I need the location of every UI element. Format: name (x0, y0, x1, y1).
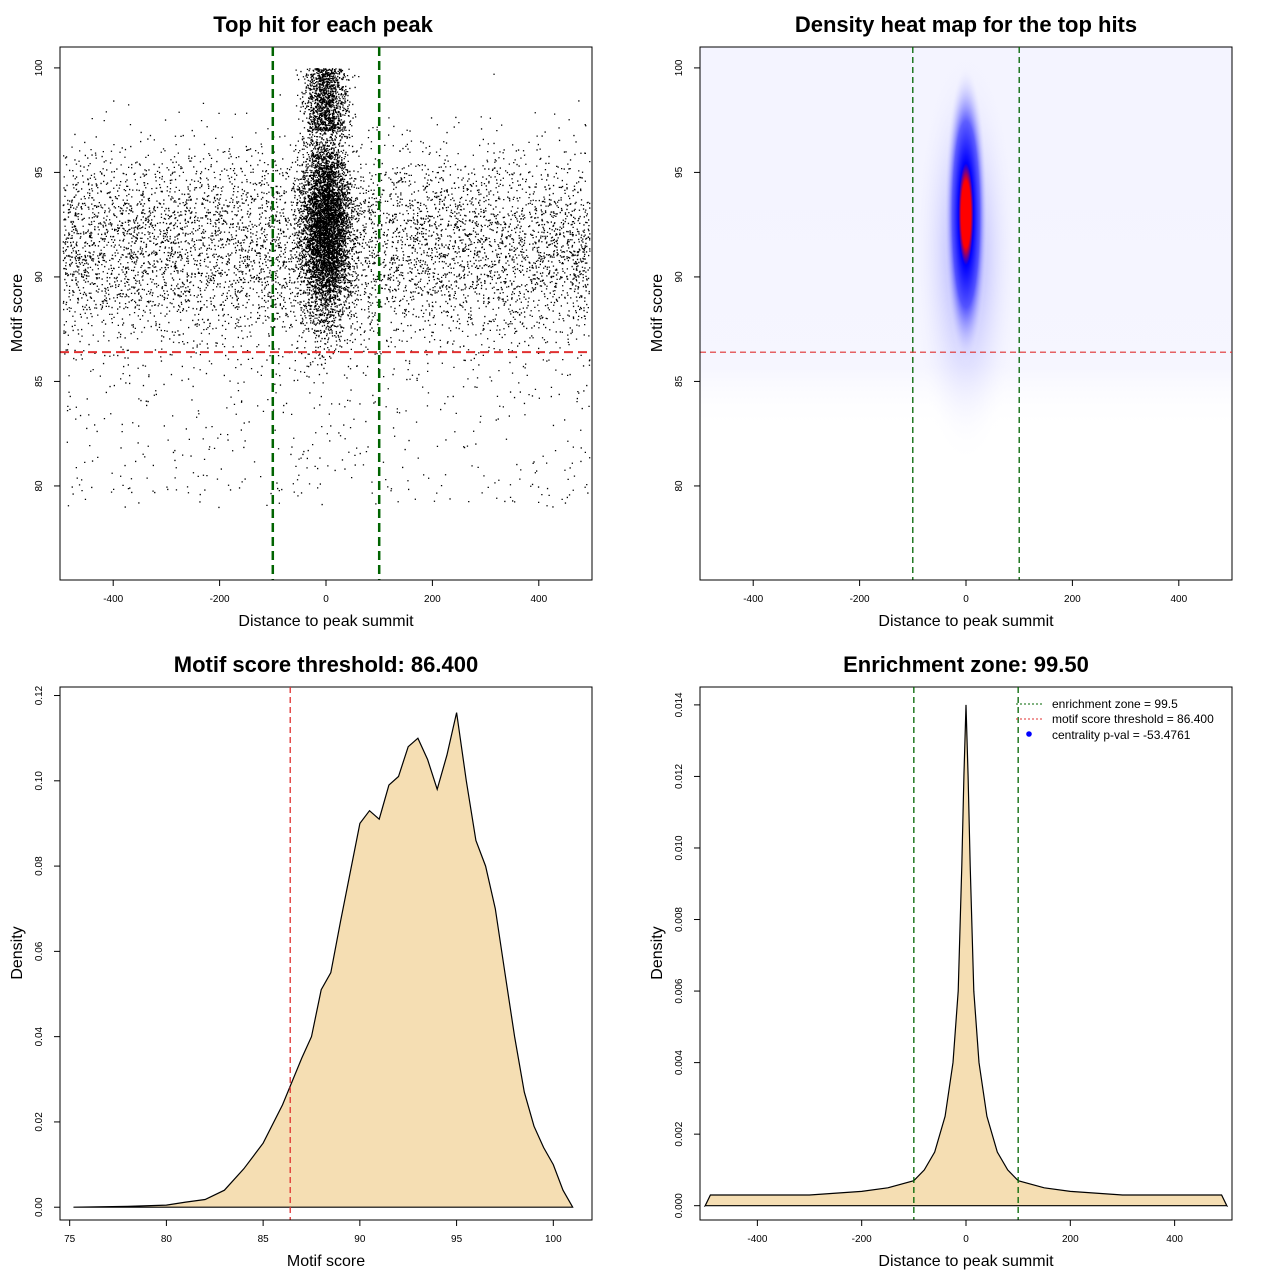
x-tick-label: 0 (963, 1234, 969, 1245)
panel-score-density: Motif score threshold: 86.400 75 80 85 90 95… (9, 652, 593, 1270)
enrichment-x-label: Distance to peak summit (878, 1253, 1054, 1270)
x-tick-label: -200 (852, 1234, 872, 1245)
y-tick-label: 90 (674, 271, 685, 283)
heatmap-core (944, 64, 988, 365)
score-density-x-label: Motif score (287, 1253, 365, 1270)
score-density-x-ticks: 75 80 85 90 95 100 (64, 1219, 562, 1245)
scatter-y-ticks: 80 85 90 95 100 (34, 59, 61, 492)
y-tick-label: 0.06 (34, 941, 45, 961)
x-tick-label: 200 (1064, 594, 1081, 605)
x-tick-label: 95 (451, 1234, 463, 1245)
y-tick-label: 0.014 (674, 692, 685, 717)
x-tick-label: 80 (161, 1234, 173, 1245)
enrichment-reference-lines (913, 687, 1019, 1220)
heatmap-title: Density heat map for the top hits (795, 12, 1137, 37)
y-tick-label: 85 (674, 375, 685, 387)
x-tick-label: 400 (1170, 594, 1187, 605)
y-tick-label: 95 (34, 166, 45, 178)
heatmap-reference-lines (700, 47, 1232, 580)
heatmap-x-label: Distance to peak summit (878, 613, 1054, 630)
y-tick-label: 0.08 (34, 856, 45, 876)
panel-heatmap: Density heat map for the top hits -400 -2… (649, 12, 1233, 630)
density-curve (73, 712, 574, 1208)
x-tick-label: -400 (103, 594, 123, 605)
score-density-y-ticks: 0.00 0.02 0.04 0.06 0.08 0.10 0.12 (34, 685, 61, 1217)
heatmap-y-label: Motif score (649, 274, 666, 352)
y-tick-label: 0.008 (674, 907, 685, 932)
x-tick-label: -200 (850, 594, 870, 605)
enrichment-density-area (703, 704, 1229, 1208)
density-curve (703, 704, 1229, 1208)
x-tick-label: 100 (545, 1234, 562, 1245)
score-density-area (73, 712, 574, 1208)
enrichment-y-label: Density (649, 926, 666, 979)
scatter-points (62, 68, 591, 509)
y-tick-label: 100 (34, 59, 45, 76)
x-tick-label: -200 (210, 594, 230, 605)
enrichment-legend: enrichment zone = 99.5 motif score thres… (1016, 697, 1214, 742)
y-tick-label: 0.000 (674, 1193, 685, 1218)
y-tick-label: 80 (34, 480, 45, 492)
legend-threshold-label: motif score threshold = 86.400 (1052, 712, 1214, 726)
y-tick-label: 0.012 (674, 763, 685, 788)
x-tick-label: 85 (258, 1234, 270, 1245)
x-tick-label: -400 (747, 1234, 767, 1245)
enrichment-x-ticks: -400 -200 0 200 400 (747, 1219, 1183, 1245)
y-tick-label: 80 (674, 480, 685, 492)
heatmap-density (700, 46, 1232, 580)
y-tick-label: 0.006 (674, 978, 685, 1003)
y-tick-label: 0.00 (34, 1197, 45, 1217)
y-tick-label: 100 (674, 59, 685, 76)
score-density-title: Motif score threshold: 86.400 (174, 652, 478, 677)
score-density-y-label: Density (9, 926, 26, 979)
y-tick-label: 0.12 (34, 685, 45, 705)
scatter-y-label: Motif score (9, 274, 26, 352)
legend-enrichment-label: enrichment zone = 99.5 (1052, 697, 1178, 711)
y-tick-label: 0.04 (34, 1026, 45, 1046)
enrichment-y-ticks: 0.000 0.002 0.004 0.006 0.008 0.010 0.012 0.014 (674, 692, 701, 1218)
x-tick-label: 0 (963, 594, 969, 605)
scatter-x-ticks: -400 -200 0 200 400 (103, 579, 548, 605)
x-tick-label: -400 (743, 594, 763, 605)
x-tick-label: 75 (64, 1234, 76, 1245)
y-tick-label: 0.002 (674, 1121, 685, 1146)
y-tick-label: 90 (34, 271, 45, 283)
scatter-point-cloud (62, 68, 591, 509)
x-tick-label: 200 (1062, 1234, 1079, 1245)
x-tick-label: 0 (323, 594, 329, 605)
legend-pval-label: centrality p-val = -53.4761 (1052, 728, 1191, 742)
heatmap-x-ticks: -400 -200 0 200 400 (743, 579, 1188, 605)
scatter-x-label: Distance to peak summit (238, 613, 414, 630)
scatter-title: Top hit for each peak (213, 12, 433, 37)
heatmap-y-ticks: 80 85 90 95 100 (674, 59, 701, 492)
scatter-reference-lines (60, 47, 592, 580)
y-tick-label: 95 (674, 166, 685, 178)
y-tick-label: 0.004 (674, 1050, 685, 1075)
x-tick-label: 90 (354, 1234, 366, 1245)
enrichment-title: Enrichment zone: 99.50 (843, 652, 1089, 677)
y-tick-label: 0.010 (674, 835, 685, 860)
panel-scatter: Top hit for each peak -400 -200 0 200 400 80… (9, 12, 593, 630)
y-tick-label: 85 (34, 375, 45, 387)
legend-pval-swatch (1026, 731, 1032, 737)
x-tick-label: 200 (424, 594, 441, 605)
x-tick-label: 400 (530, 594, 547, 605)
x-tick-label: 400 (1166, 1234, 1183, 1245)
panel-enrichment-density: Enrichment zone: 99.50 -400 -200 0 200 400 0… (649, 652, 1233, 1270)
y-tick-label: 0.02 (34, 1112, 45, 1132)
y-tick-label: 0.10 (34, 771, 45, 791)
